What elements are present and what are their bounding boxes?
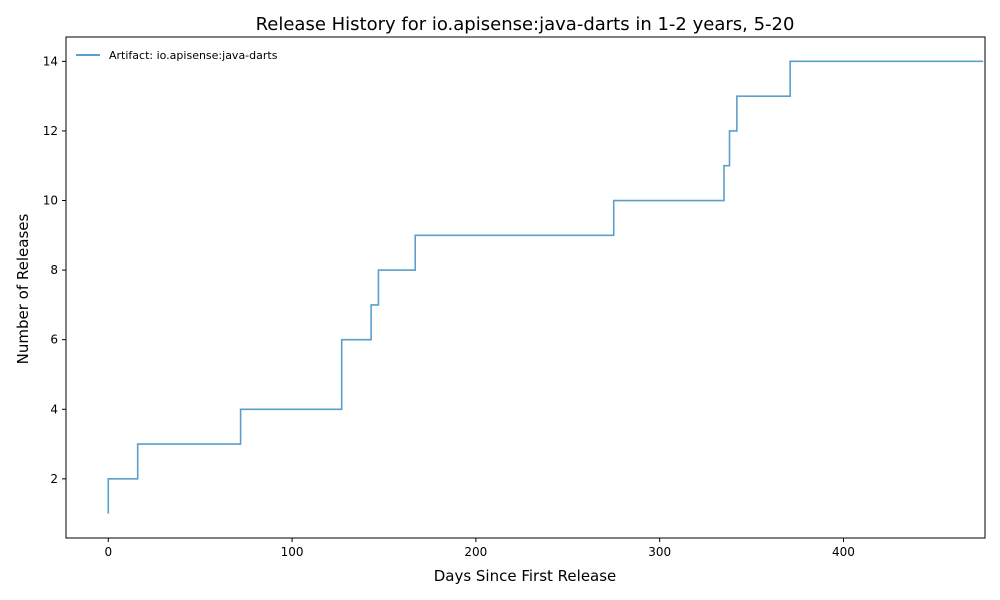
series-line-0: [107, 60, 984, 514]
y-tick-label: 4: [50, 402, 58, 416]
y-tick-label: 8: [50, 263, 58, 277]
y-axis-label: Number of Releases: [14, 213, 32, 364]
plot-area: [65, 36, 986, 539]
legend-entry: Artifact: io.apisense:java-darts: [109, 49, 278, 62]
x-axis: 0 100 200 300 400: [104, 538, 855, 559]
y-tick-label: 14: [43, 54, 58, 68]
y-tick-label: 10: [43, 194, 58, 208]
y-tick-label: 12: [43, 124, 58, 138]
axes-frame: [65, 36, 986, 539]
x-axis-label: Days Since First Release: [434, 567, 617, 585]
legend: Artifact: io.apisense:java-darts: [76, 49, 278, 62]
y-tick-label: 6: [50, 333, 58, 347]
x-tick-label: 400: [832, 545, 855, 559]
y-axis: 2 4 6 8 10 12 14: [43, 54, 66, 486]
x-tick-label: 300: [648, 545, 671, 559]
x-tick-label: 200: [464, 545, 487, 559]
x-tick-label: 100: [281, 545, 304, 559]
y-tick-label: 2: [50, 472, 58, 486]
x-tick-label: 0: [104, 545, 112, 559]
chart-title: Release History for io.apisense:java-dar…: [256, 14, 795, 35]
